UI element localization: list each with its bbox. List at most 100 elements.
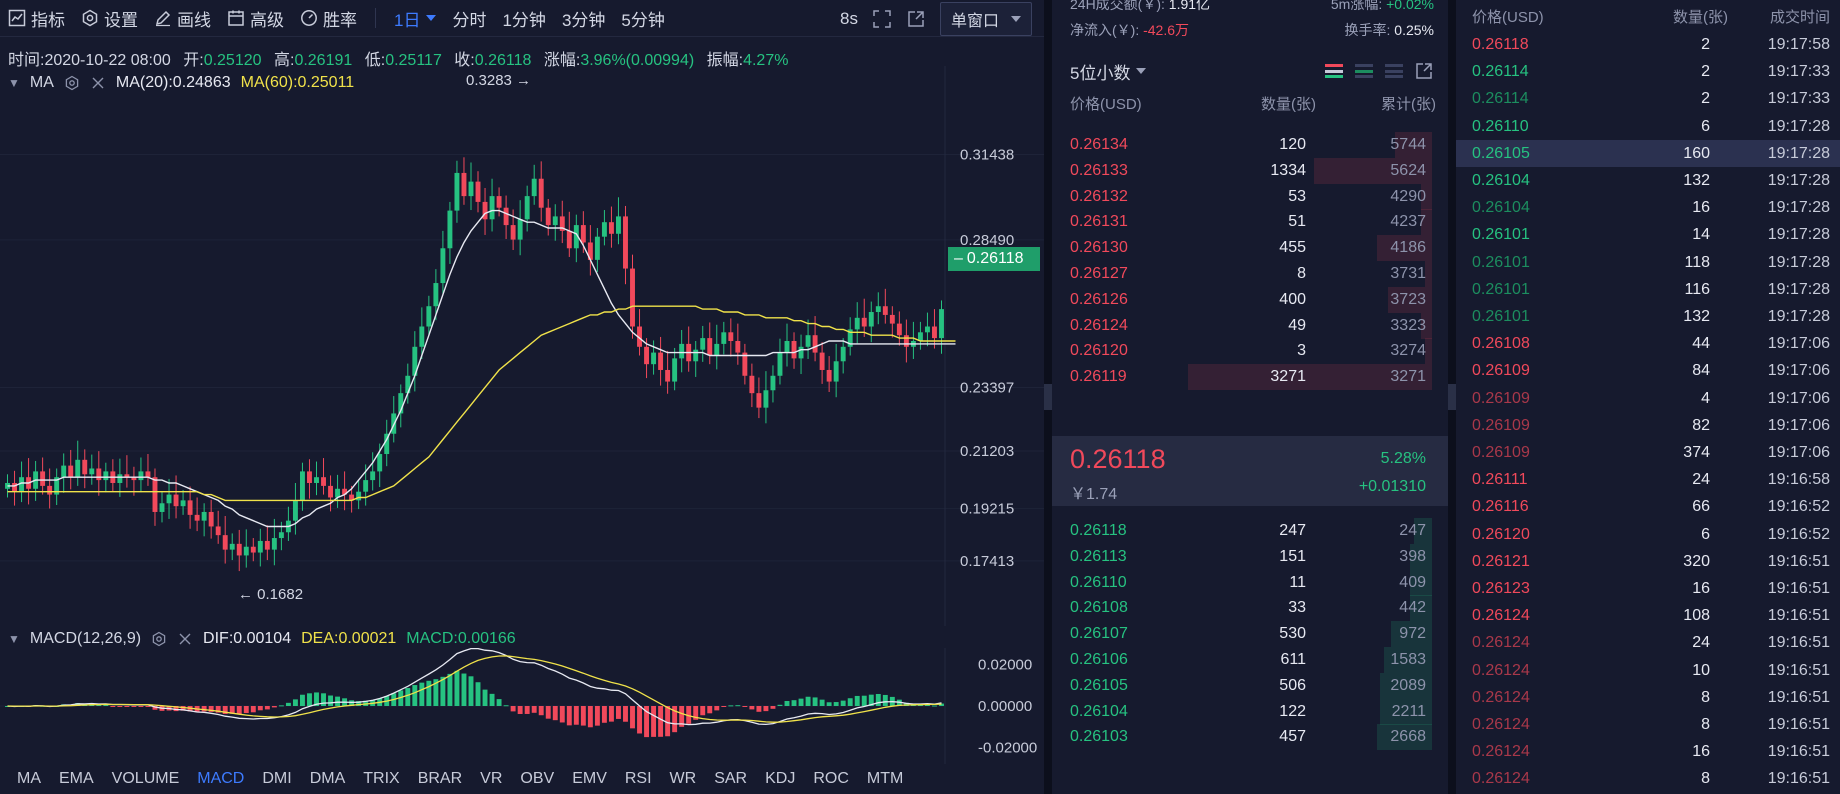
trade-row[interactable]: 0.26124 8 19:16:51 <box>1456 765 1840 792</box>
indicator-tab-brar[interactable]: BRAR <box>417 770 463 787</box>
ask-row[interactable]: 0.26134 120 5744 <box>1052 130 1448 160</box>
trade-row[interactable]: 0.26121 320 19:16:51 <box>1456 548 1840 575</box>
trade-row[interactable]: 0.26101 132 19:17:28 <box>1456 303 1840 330</box>
trade-row[interactable]: 0.26116 66 19:16:52 <box>1456 493 1840 520</box>
popout-icon[interactable] <box>906 9 926 29</box>
ask-row[interactable]: 0.26127 8 3731 <box>1052 259 1448 289</box>
advanced-button[interactable]: 高级 <box>219 0 292 37</box>
popout-icon[interactable] <box>1414 62 1434 80</box>
bids-only-icon[interactable] <box>1354 62 1374 80</box>
trade-row[interactable]: 0.26114 2 19:17:33 <box>1456 58 1840 85</box>
indicator-tab-vr[interactable]: VR <box>480 770 503 787</box>
trade-row[interactable]: 0.26111 24 19:16:58 <box>1456 466 1840 493</box>
trade-row[interactable]: 0.26124 10 19:16:51 <box>1456 657 1840 684</box>
indicator-tab-rsi[interactable]: RSI <box>624 770 652 787</box>
trade-row[interactable]: 0.26118 2 19:17:58 <box>1456 31 1840 58</box>
trade-row[interactable]: 0.26109 374 19:17:06 <box>1456 439 1840 466</box>
trade-row[interactable]: 0.26101 116 19:17:28 <box>1456 276 1840 303</box>
trade-row[interactable]: 0.26109 82 19:17:06 <box>1456 412 1840 439</box>
indicator-tab-sar[interactable]: SAR <box>714 770 748 787</box>
indicator-tab-wr[interactable]: WR <box>669 770 697 787</box>
asks-only-icon[interactable] <box>1384 62 1404 80</box>
indicator-tab-dmi[interactable]: DMI <box>262 770 292 787</box>
ask-row[interactable]: 0.26126 400 3723 <box>1052 285 1448 315</box>
macd-histogram-bar <box>665 706 671 737</box>
trade-row[interactable]: 0.26105 160 19:17:28 <box>1456 139 1840 167</box>
ask-row[interactable]: 0.26120 3 3274 <box>1052 336 1448 366</box>
candle-body <box>777 352 783 376</box>
ask-price: 0.26126 <box>1070 290 1128 308</box>
indicators-button[interactable]: 指标 <box>0 0 73 37</box>
indicator-tab-ma[interactable]: MA <box>17 770 41 787</box>
trade-row[interactable]: 0.26120 6 19:16:52 <box>1456 521 1840 548</box>
bid-row[interactable]: 0.26105 506 2089 <box>1052 671 1448 701</box>
trade-row[interactable]: 0.26104 132 19:17:28 <box>1456 167 1840 194</box>
indicator-tab-roc[interactable]: ROC <box>813 770 849 787</box>
indicator-tab-obv[interactable]: OBV <box>520 770 555 787</box>
window-mode-select[interactable]: 单窗口 <box>939 1 1032 36</box>
fullscreen-icon[interactable] <box>872 9 892 29</box>
candlestick-chart[interactable]: 0.31438 0.28490 0.23397 0.21203 0.19215 0.174… <box>0 66 1044 626</box>
indicator-tab-kdj[interactable]: KDJ <box>765 770 796 787</box>
trade-row[interactable]: 0.26108 44 19:17:06 <box>1456 330 1840 357</box>
timeframe-1d[interactable]: 1日 <box>386 6 444 31</box>
gear-icon[interactable] <box>151 631 167 647</box>
ask-row[interactable]: 0.26119 3271 3271 <box>1052 362 1448 392</box>
timeframe-5m[interactable]: 5分钟 <box>621 10 665 30</box>
trade-row[interactable]: 0.26124 8 19:16:51 <box>1456 684 1840 711</box>
bid-row[interactable]: 0.26110 11 409 <box>1052 568 1448 598</box>
trade-row[interactable]: 0.26109 4 19:17:06 <box>1456 385 1840 412</box>
trade-row[interactable]: 0.26124 16 19:16:51 <box>1456 738 1840 765</box>
trade-row[interactable]: 0.26124 24 19:16:51 <box>1456 629 1840 656</box>
ask-row[interactable]: 0.26133 1334 5624 <box>1052 156 1448 186</box>
trade-row[interactable]: 0.26124 108 19:16:51 <box>1456 602 1840 629</box>
win-rate-button[interactable]: 胜率 <box>292 0 365 37</box>
collapse-icon[interactable]: ▼ <box>8 76 20 90</box>
timeframe-1m[interactable]: 1分钟 <box>502 10 546 30</box>
gear-icon[interactable] <box>64 75 80 91</box>
bid-row[interactable]: 0.26106 611 1583 <box>1052 645 1448 675</box>
draw-button[interactable]: 画线 <box>146 0 219 37</box>
settings-button[interactable]: 设置 <box>73 0 146 37</box>
trade-row[interactable]: 0.26110 6 19:17:28 <box>1456 113 1840 140</box>
indicator-tab-mtm[interactable]: MTM <box>866 770 904 787</box>
bid-row[interactable]: 0.26113 151 398 <box>1052 542 1448 572</box>
trade-price: 0.26124 <box>1472 688 1530 706</box>
collapse-handle[interactable] <box>1044 384 1052 410</box>
depth-bar <box>1420 312 1432 339</box>
refresh-interval[interactable]: 8s <box>840 8 858 28</box>
trade-row[interactable]: 0.26101 14 19:17:28 <box>1456 221 1840 248</box>
indicator-tab-ema[interactable]: EMA <box>59 770 94 787</box>
bid-row[interactable]: 0.26107 530 972 <box>1052 619 1448 649</box>
timeframe-timeshare[interactable]: 分时 <box>452 10 487 30</box>
trade-row[interactable]: 0.26101 118 19:17:28 <box>1456 249 1840 276</box>
indicator-tab-dma[interactable]: DMA <box>309 770 346 787</box>
macd-histogram-bar <box>138 706 144 707</box>
ask-row[interactable]: 0.26131 51 4237 <box>1052 207 1448 237</box>
trade-row[interactable]: 0.26114 2 19:17:33 <box>1456 85 1840 112</box>
indicator-tab-trix[interactable]: TRIX <box>363 770 400 787</box>
turnover-rate-value: 0.25% <box>1394 22 1434 38</box>
trade-row[interactable]: 0.26124 8 19:16:51 <box>1456 711 1840 738</box>
collapse-icon[interactable]: ▼ <box>8 632 20 646</box>
close-icon[interactable] <box>177 631 193 647</box>
decimal-select[interactable]: 5位小数 <box>1070 59 1147 84</box>
trade-row[interactable]: 0.26109 84 19:17:06 <box>1456 357 1840 384</box>
bid-row[interactable]: 0.26118 247 247 <box>1052 516 1448 546</box>
indicator-tab-volume[interactable]: VOLUME <box>111 770 180 787</box>
bid-row[interactable]: 0.26103 457 2668 <box>1052 722 1448 752</box>
trade-row[interactable]: 0.26123 16 19:16:51 <box>1456 575 1840 602</box>
both-sides-icon[interactable] <box>1324 62 1344 80</box>
trade-row[interactable]: 0.26104 16 19:17:28 <box>1456 194 1840 221</box>
indicator-tab-macd[interactable]: MACD <box>197 770 245 787</box>
macd-chart[interactable]: 0.02000 0.00000 -0.02000 <box>0 648 1044 764</box>
ask-row[interactable]: 0.26124 49 3323 <box>1052 311 1448 341</box>
ask-row[interactable]: 0.26130 455 4186 <box>1052 233 1448 263</box>
collapse-handle[interactable] <box>1448 384 1456 410</box>
timeframe-3m[interactable]: 3分钟 <box>561 10 606 30</box>
ask-row[interactable]: 0.26132 53 4290 <box>1052 182 1448 212</box>
indicator-tab-emv[interactable]: EMV <box>572 770 607 787</box>
close-icon[interactable] <box>90 75 106 91</box>
bid-row[interactable]: 0.26108 33 442 <box>1052 593 1448 623</box>
bid-row[interactable]: 0.26104 122 2211 <box>1052 697 1448 727</box>
